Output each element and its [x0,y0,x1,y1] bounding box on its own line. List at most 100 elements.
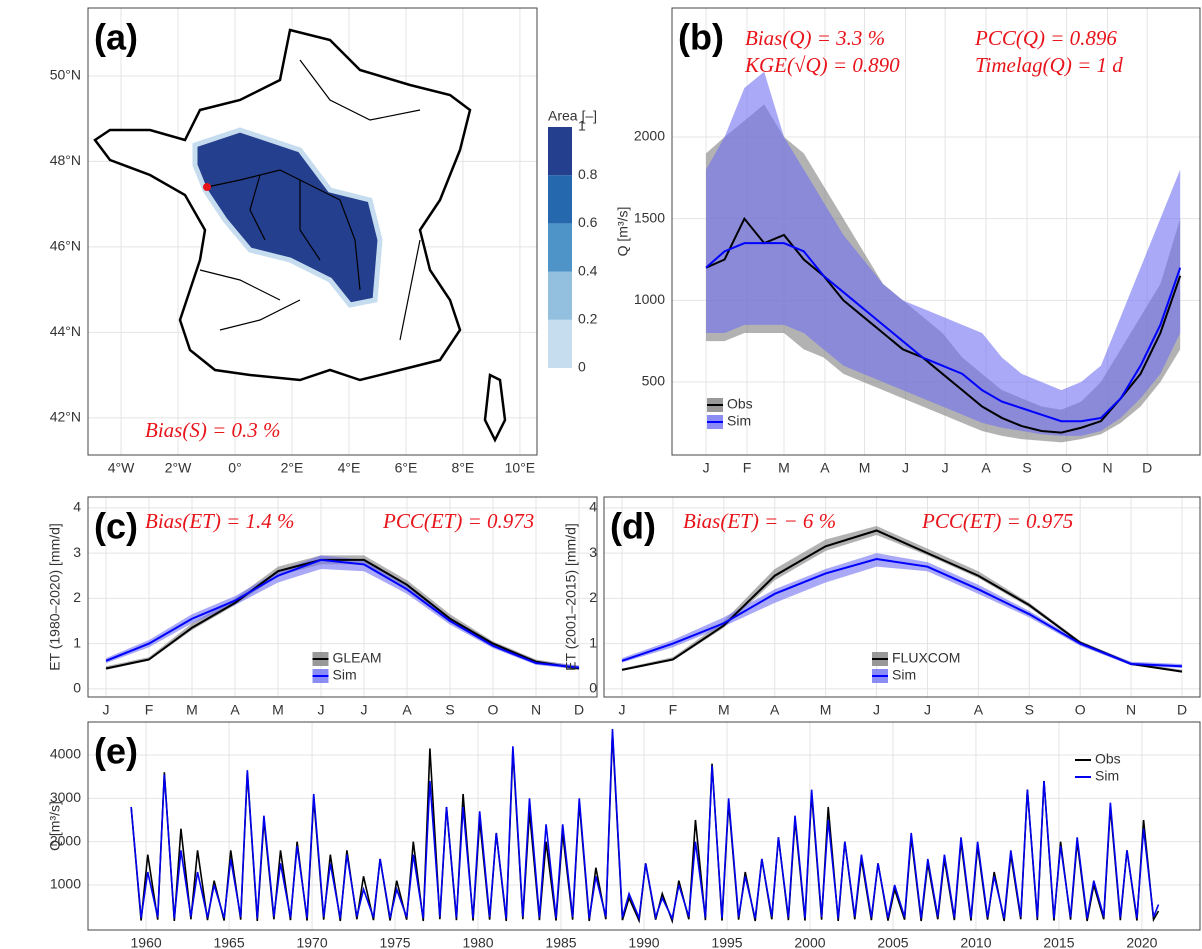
series-line [130,728,1160,922]
annotation: Bias(Q) = 3.3 % [745,26,885,50]
series-line [105,558,580,670]
x-tick-label: A [981,460,991,476]
x-tick-label: 2°W [165,460,192,476]
x-tick-label: 2005 [877,935,908,949]
x-tick-label: N [1126,702,1136,718]
basin [192,127,383,308]
x-tick-label: 4°E [338,460,361,476]
y-tick-label: 1000 [634,291,665,307]
x-tick-label: J [318,702,325,718]
legend-label: GLEAM [333,650,382,666]
x-tick-label: J [924,702,931,718]
y-axis-title: Q [m³/s] [615,207,631,257]
x-tick-label: 1960 [131,935,162,949]
legend-label: Sim [1095,768,1119,784]
legend-label: Sim [892,667,916,683]
river [399,239,421,341]
x-tick-label: O [1061,460,1072,476]
x-tick-label: 0° [228,460,241,476]
x-tick-label: M [272,702,284,718]
y-tick-label: 4 [73,499,81,515]
chart-layer: 42°N 44°N 46°N 48°N 50°N 4°W 2°W 0° 2°E 4°E 6°E 8°E… [47,7,1201,949]
x-tick-label: A [820,460,830,476]
x-tick-label: M [859,460,871,476]
legend-label: Sim [333,667,357,683]
x-tick-label: F [669,702,678,718]
legend-label: FLUXCOM [892,650,960,666]
river [199,269,281,301]
y-tick-label: 3 [73,544,81,560]
x-tick-label: M [186,702,198,718]
y-tick-label: 44°N [50,323,81,339]
x-tick-label: 4°W [108,460,135,476]
panel-frame [603,496,1201,698]
band [706,104,1181,443]
panel-label: (c) [94,506,138,547]
panel-label: (a) [94,17,138,58]
x-tick-label: 2000 [794,935,825,949]
x-tick-label: S [1022,460,1031,476]
colorbar-bin [548,223,572,272]
x-tick-label: 6°E [395,460,418,476]
map [93,28,507,443]
corsica-outline [483,373,507,443]
x-tick-label: D [1177,702,1187,718]
x-tick-label: 1995 [711,935,742,949]
river [299,59,421,121]
panel-frame [87,721,1201,931]
legend-title: Area [–] [548,108,597,124]
band [106,555,579,670]
y-tick-label: 500 [642,373,666,389]
x-tick-label: A [770,702,780,718]
panel-frame [87,496,598,698]
outlet [203,183,211,191]
x-tick-label: J [361,702,368,718]
y-tick-label: 1000 [50,876,81,892]
x-tick-label: S [1025,702,1034,718]
annotation: PCC(ET) = 0.973 [382,509,534,533]
x-tick-label: 1980 [462,935,493,949]
colorbar-tick-label: 0.2 [578,311,598,327]
colorbar-tick-label: 0.6 [578,214,598,230]
x-tick-label: J [873,702,880,718]
x-tick-label: 1975 [379,935,410,949]
river [206,169,361,291]
y-tick-label: 46°N [50,238,81,254]
panel-label: (b) [678,17,724,58]
x-tick-label: O [1075,702,1086,718]
x-tick-label: A [402,702,412,718]
series-line [705,242,1182,423]
panel-frame [87,7,538,456]
y-tick-label: 2 [589,589,597,605]
river [249,174,266,241]
series-line [105,558,580,669]
y-tick-label: 4000 [50,746,81,762]
y-tick-label: 0 [73,680,81,696]
x-tick-label: J [703,460,710,476]
colorbar-tick-label: 1 [578,118,586,134]
y-axis-title: ET (1980–2020) [mm/d] [47,523,63,671]
x-tick-label: O [488,702,499,718]
x-tick-label: J [619,702,626,718]
colorbar-tick-label: 0.4 [578,262,598,278]
x-tick-label: A [974,702,984,718]
x-tick-label: M [820,702,832,718]
y-tick-label: 50°N [50,67,81,83]
annotation: PCC(Q) = 0.896 [974,26,1117,50]
band [706,71,1181,436]
annotation: Bias(ET) = 1.4 % [145,509,295,533]
x-tick-label: 2°E [281,460,304,476]
colorbar-bin [548,271,572,320]
panel-label: (e) [94,731,138,772]
y-tick-label: 4 [589,499,597,515]
x-tick-label: 10°E [505,460,536,476]
rivers [199,59,421,341]
colorbar-tick-label: 0.8 [578,166,598,182]
x-tick-label: 2010 [960,935,991,949]
annotation: Bias(S) = 0.3 % [145,418,281,442]
x-tick-label: J [902,460,909,476]
x-tick-label: 2015 [1043,935,1074,949]
colorbar-bin [548,175,572,224]
x-tick-label: J [942,460,949,476]
x-tick-label: S [445,702,454,718]
